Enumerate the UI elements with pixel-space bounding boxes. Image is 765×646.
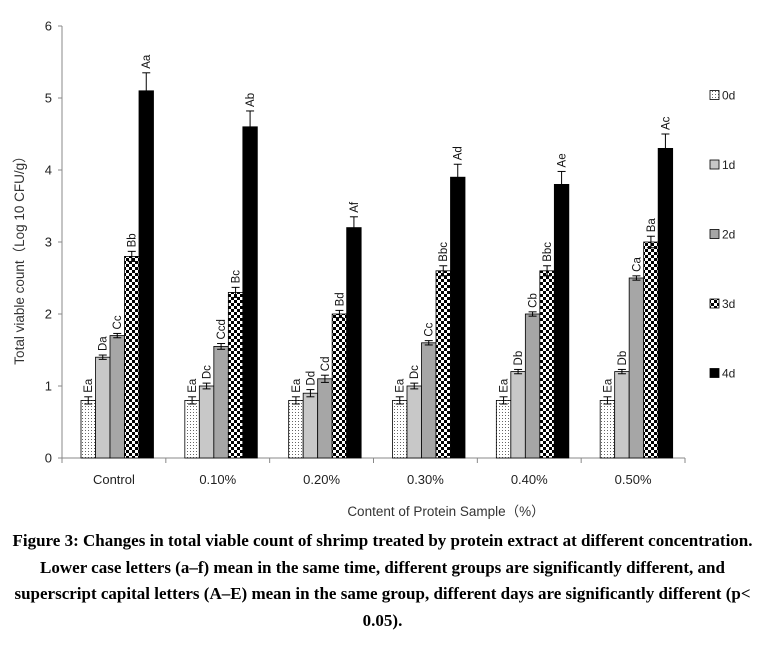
legend-label: 1d — [722, 158, 735, 172]
significance-label: Bc — [231, 270, 243, 284]
x-tick-label: 0.40% — [511, 472, 548, 487]
bar — [95, 356, 111, 459]
significance-label: Cd — [320, 356, 332, 371]
significance-labels: EaDaCcBbAaEaDcCcdBcAbEaDdCdBdAfEaDcCcBbc… — [83, 54, 672, 393]
significance-label: Ea — [499, 378, 511, 393]
bar — [288, 399, 304, 459]
legend-label: 3d — [722, 297, 735, 311]
significance-label: Ad — [453, 146, 465, 160]
bar — [643, 241, 659, 459]
significance-label: Ca — [631, 257, 643, 272]
significance-label: Bb — [127, 233, 139, 247]
bar — [80, 399, 96, 459]
legend-swatch — [709, 229, 720, 239]
x-tick-label: 0.20% — [303, 472, 340, 487]
x-tick-label: 0.10% — [199, 472, 236, 487]
x-axis-title: Content of Protein Sample（%） — [347, 504, 544, 519]
y-tick-label: 6 — [45, 19, 52, 34]
significance-label: Dc — [409, 365, 421, 379]
bar — [421, 342, 437, 459]
y-tick-label: 4 — [45, 163, 52, 178]
bars — [80, 72, 674, 459]
significance-label: Ab — [245, 93, 257, 107]
legend: 0d 1d 2d 3d 4d — [709, 89, 735, 381]
legend-swatch — [709, 368, 720, 378]
x-tick-label: 0.30% — [407, 472, 444, 487]
bar — [524, 313, 541, 459]
significance-label: Ea — [602, 378, 614, 393]
significance-label: Bbc — [542, 242, 554, 262]
bar — [317, 378, 333, 459]
significance-label: Dd — [305, 371, 317, 386]
significance-label: Ba — [646, 218, 658, 233]
significance-label: Db — [513, 351, 525, 366]
bar — [406, 385, 422, 459]
bar — [392, 399, 408, 459]
significance-label: Ea — [291, 378, 303, 393]
y-axis-title: Total viable count（Log 10 CFU/g） — [12, 149, 27, 364]
bar — [628, 277, 645, 459]
significance-label: Ea — [395, 378, 407, 393]
bar — [346, 227, 362, 459]
significance-label: Ea — [83, 378, 95, 393]
bar — [184, 399, 200, 459]
bar — [227, 291, 244, 459]
legend-swatch — [709, 90, 720, 100]
significance-label: Ae — [557, 153, 569, 167]
bar — [614, 371, 630, 459]
bar — [599, 399, 616, 459]
bar — [495, 399, 512, 459]
figure-caption: Figure 3: Changes in total viable count … — [12, 531, 753, 630]
bar — [435, 270, 451, 459]
chart-area: 0 1 2 3 4 5 6 Control 0.10% 0.20% 0.30% 0.40% 0.50% … — [12, 19, 735, 520]
bar — [138, 90, 154, 459]
significance-label: Bd — [334, 292, 346, 306]
legend-swatch — [709, 298, 720, 309]
bar — [109, 335, 125, 459]
bar — [510, 371, 526, 459]
x-tick-label: 0.50% — [615, 472, 652, 487]
legend-label: 0d — [722, 89, 735, 103]
y-tick-label: 5 — [45, 91, 52, 106]
significance-label: Cc — [112, 315, 124, 329]
significance-label: Dc — [202, 365, 214, 379]
legend-label: 4d — [722, 367, 735, 381]
significance-label: Bbc — [438, 242, 450, 262]
significance-label: Af — [349, 201, 361, 213]
bar — [302, 392, 319, 459]
bar — [539, 270, 555, 459]
bar — [450, 176, 466, 459]
significance-label: Ccd — [216, 319, 228, 339]
bar — [331, 313, 348, 459]
significance-label: Ac — [660, 116, 672, 130]
y-tick-label: 1 — [45, 379, 52, 394]
significance-label: Cb — [528, 293, 540, 308]
significance-label: Da — [98, 336, 110, 351]
significance-label: Cc — [424, 322, 436, 336]
legend-swatch — [709, 159, 720, 170]
bar — [553, 183, 570, 459]
y-tick-label: 2 — [45, 307, 52, 322]
x-tick-label: Control — [93, 472, 135, 487]
bar — [124, 255, 140, 459]
y-tick-label: 3 — [45, 235, 52, 250]
legend-label: 2d — [722, 228, 735, 242]
significance-label: Aa — [141, 54, 153, 69]
bar — [198, 385, 215, 459]
bar — [242, 126, 258, 459]
significance-label: Db — [617, 351, 629, 366]
bar — [213, 345, 229, 459]
bar — [657, 147, 674, 459]
axes: 0 1 2 3 4 5 6 Control 0.10% 0.20% 0.30% 0.40% 0.50% — [45, 19, 686, 487]
significance-label: Ea — [187, 378, 199, 393]
y-tick-label: 0 — [45, 451, 52, 466]
